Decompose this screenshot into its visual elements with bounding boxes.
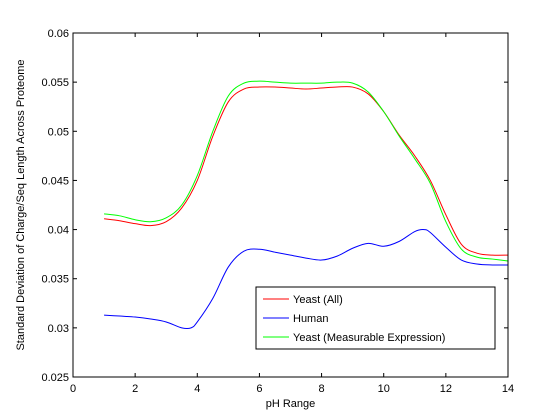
legend-label-yeast-all: Yeast (All)	[293, 294, 343, 306]
x-tick-label: 4	[194, 383, 200, 395]
y-axis-label: Standard Deviation of Charge/Seq Length …	[15, 59, 27, 350]
y-tick-label: 0.05	[48, 126, 69, 138]
x-tick-label: 12	[440, 383, 452, 395]
y-tick-label: 0.04	[48, 225, 69, 237]
y-tick-label: 0.055	[41, 77, 69, 89]
x-tick-label: 0	[70, 383, 76, 395]
series-line-yeast-measurable-expression	[104, 80, 509, 262]
ticks-layer: 0 2 4 6 8 10 12 14 0.025 0.03 0.035 0.04 0.045 0.05 0.…	[41, 28, 514, 395]
legend-label-yeast-measurable: Yeast (Measurable Expression)	[293, 332, 445, 344]
series-layer	[104, 80, 509, 330]
y-tick-label: 0.03	[48, 323, 69, 335]
series-line-yeast-all	[104, 86, 509, 256]
x-tick-label: 8	[319, 383, 325, 395]
series-line-human	[104, 229, 509, 330]
y-tick-label: 0.045	[41, 175, 69, 187]
legend-box	[255, 286, 496, 350]
y-tick-label: 0.025	[41, 372, 69, 384]
x-tick-label: 6	[256, 383, 262, 395]
x-tick-label: 2	[132, 383, 138, 395]
y-tick-label: 0.06	[48, 28, 69, 40]
plot-frame	[72, 32, 509, 378]
x-tick-label: 10	[378, 383, 390, 395]
legend: Yeast (All) Human Yeast (Measurable Expr…	[255, 286, 496, 350]
x-tick-label: 14	[502, 383, 514, 395]
y-tick-label: 0.035	[41, 274, 69, 286]
x-axis-label: pH Range	[266, 398, 316, 410]
legend-label-human: Human	[293, 313, 328, 325]
